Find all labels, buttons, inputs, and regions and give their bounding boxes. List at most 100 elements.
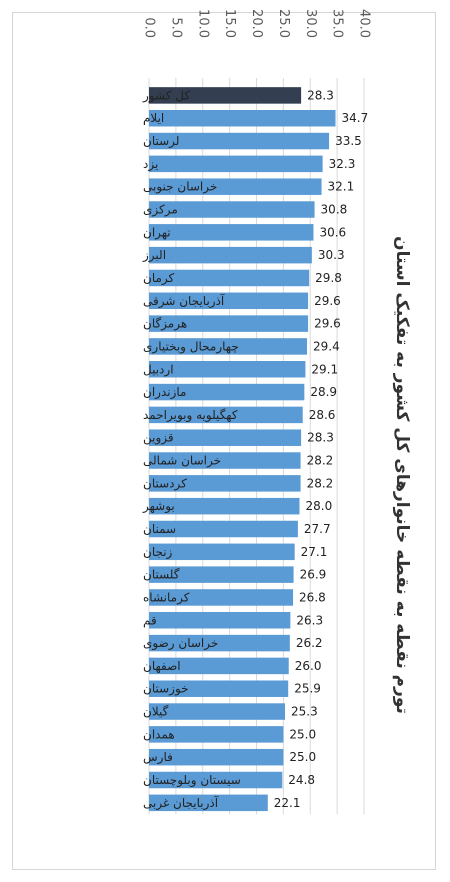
data-label: 24.8 [288, 773, 315, 787]
category-label: قزوین [143, 431, 174, 446]
x-tick-label: 25.0 [276, 9, 291, 38]
category-label: تهران [143, 225, 171, 240]
bar [149, 566, 294, 583]
x-tick-label: 20.0 [249, 9, 264, 38]
category-label: گیلان [143, 705, 169, 719]
data-label: 33.5 [335, 134, 362, 148]
x-axis-ticks: 0.0 5.0 10.0 15.0 20.0 25.0 30.0 35.0 40.0 [142, 9, 372, 38]
data-label: 22.1 [274, 796, 301, 810]
category-label: مرکزی [143, 203, 178, 218]
data-label: 28.3 [307, 88, 334, 102]
bar [149, 224, 314, 241]
category-label: قم [143, 613, 157, 627]
x-tick-label: 15.0 [222, 9, 237, 38]
x-tick-label: 0.0 [142, 17, 157, 38]
data-label: 30.6 [319, 225, 346, 239]
data-label: 28.6 [309, 408, 336, 422]
bar [149, 612, 291, 629]
data-label: 27.1 [301, 545, 328, 559]
category-label: چهارمحال وبختیاری [143, 339, 239, 354]
data-label: 30.8 [321, 203, 348, 217]
bar [149, 109, 336, 127]
chart-title: تورم نقطه به نقطه خانوارهای کل کشور به ت… [392, 236, 412, 714]
bar [149, 292, 309, 310]
data-label: 27.7 [304, 522, 331, 536]
data-label: 29.6 [314, 317, 341, 331]
bar [149, 361, 306, 378]
bar [149, 178, 322, 195]
data-label: 28.2 [307, 454, 334, 468]
data-label: 32.3 [329, 157, 356, 171]
x-tick-label: 40.0 [357, 9, 372, 38]
category-label: خراسان جنوبی [143, 180, 217, 195]
bar [149, 429, 302, 446]
bar [149, 680, 289, 697]
x-tick-label: 10.0 [195, 9, 210, 38]
category-label: خراسان رضوی [143, 636, 218, 651]
data-label: 26.3 [296, 613, 323, 627]
bar [149, 452, 301, 469]
category-label: سیستان وبلوچستان [143, 773, 241, 788]
bar [149, 520, 298, 538]
data-label: 29.4 [313, 339, 340, 353]
category-label: همدان [143, 727, 175, 741]
bar [149, 726, 284, 743]
category-label: اصفهان [143, 659, 181, 673]
bar [149, 497, 300, 515]
category-label: لرستان [143, 134, 179, 149]
bar [149, 406, 303, 424]
category-label: ایلام [143, 111, 164, 125]
bar [149, 543, 295, 561]
category-label: کرمانشاه [143, 590, 190, 605]
bar [149, 589, 294, 606]
x-tick-label: 30.0 [303, 9, 318, 38]
category-label: اردبیل [143, 362, 174, 377]
data-label: 26.0 [295, 659, 322, 673]
category-label: کهگیلویه وبویراحمد [143, 408, 238, 423]
bar [149, 748, 284, 766]
data-label: 28.0 [306, 499, 333, 513]
data-label: 28.2 [307, 476, 334, 490]
category-label: آذربایجان غربی [143, 795, 219, 811]
bar [149, 246, 312, 264]
bar [149, 87, 302, 104]
category-label: خوزستان [143, 682, 189, 697]
data-label: 30.3 [318, 248, 345, 262]
category-label: گلستان [143, 568, 180, 582]
category-label: بوشهر [142, 499, 175, 514]
data-label: 32.1 [328, 180, 355, 194]
category-label: فارس [143, 750, 173, 765]
bar [149, 269, 310, 287]
bar [149, 703, 285, 720]
bar [149, 315, 309, 332]
category-label: زنجان [143, 545, 173, 560]
category-label: آذربایجان شرقی [143, 293, 225, 309]
data-label: 25.0 [289, 750, 316, 764]
data-label: 29.8 [315, 271, 342, 285]
bar [149, 201, 315, 218]
x-tick-label: 5.0 [168, 17, 183, 38]
x-tick-label: 35.0 [330, 9, 345, 38]
data-label: 29.6 [314, 294, 341, 308]
data-label: 26.8 [299, 590, 326, 604]
bar [149, 771, 283, 789]
category-label: خراسان شمالی [143, 454, 221, 469]
bar [149, 634, 290, 652]
bar [149, 475, 301, 492]
data-label: 26.2 [296, 636, 323, 650]
bar [149, 383, 305, 401]
category-label: یزد [143, 157, 158, 172]
category-label: البرز [142, 248, 166, 263]
category-label: کل کشور [142, 88, 190, 103]
data-label: 26.9 [300, 568, 327, 582]
bar [149, 338, 308, 355]
data-label: 28.3 [307, 431, 334, 445]
category-labels: کل کشور ایلام لرستان یزد خراسان جنوبی مرکزی ته… [142, 88, 241, 810]
data-label: 29.1 [311, 362, 338, 376]
category-label: سمنان [143, 522, 176, 536]
data-label: 25.3 [291, 705, 318, 719]
data-label: 28.9 [310, 385, 337, 399]
bar [149, 155, 323, 173]
category-label: کردستان [143, 476, 187, 491]
